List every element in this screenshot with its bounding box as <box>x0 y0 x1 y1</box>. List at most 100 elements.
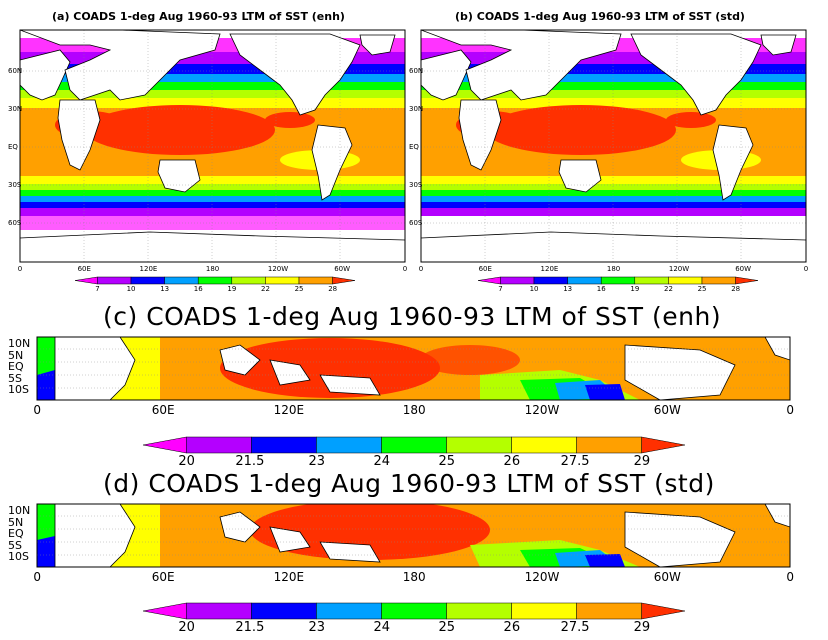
colorbar-label: 29 <box>633 454 651 469</box>
colorbar-segment <box>511 602 577 620</box>
colorbar-label: 25 <box>294 285 304 293</box>
colorbar-segment <box>634 276 669 285</box>
x-tick-label: 0 <box>17 265 23 273</box>
x-tick-label: 120E <box>273 570 305 584</box>
colorbar-segment <box>186 436 252 454</box>
x-tick-label: 120E <box>540 265 559 273</box>
x-tick-label: 60E <box>151 403 175 417</box>
y-tick-label: EQ <box>8 360 24 373</box>
colorbar-segment <box>332 276 356 285</box>
colorbar-segment <box>186 602 252 620</box>
colorbar-label: 25 <box>438 454 456 469</box>
colorbar-label: 7 <box>95 285 100 293</box>
panel-d-title: (d) COADS 1-deg Aug 1960-93 LTM of SST (… <box>103 469 715 498</box>
colorbar-label: 24 <box>373 620 391 635</box>
colorbar-segment <box>641 602 686 620</box>
x-tick-label: 0 <box>786 403 795 417</box>
colorbar-label: 22 <box>664 285 673 293</box>
colorbar-a <box>74 276 356 285</box>
x-tick-label: 180 <box>606 265 621 273</box>
colorbar-segment <box>446 436 512 454</box>
x-tick-label: 0 <box>33 403 42 417</box>
x-tick-label: 60E <box>151 570 175 584</box>
y-tick-label: EQ <box>8 527 24 540</box>
colorbar-segment <box>735 276 759 285</box>
colorbar-segment <box>511 436 577 454</box>
colorbar-label: 13 <box>563 285 573 293</box>
colorbar-label: 26 <box>503 454 521 469</box>
colorbar-label: 16 <box>596 285 606 293</box>
colorbar-segment <box>600 276 636 285</box>
colorbar-label: 21.5 <box>235 620 265 635</box>
x-tick-label: 0 <box>402 265 408 273</box>
y-tick-label: 10S <box>8 550 29 563</box>
x-tick-label: 0 <box>786 570 795 584</box>
colorbar-label: 10 <box>126 285 136 293</box>
colorbar-segment <box>381 602 447 620</box>
y-tick-label: 60N <box>8 67 23 75</box>
colorbar-label: 24 <box>373 454 391 469</box>
colorbar-segment <box>197 276 233 285</box>
colorbar-label: 20 <box>178 620 195 635</box>
x-tick-label: 60W <box>735 265 752 273</box>
colorbar-segment <box>446 602 512 620</box>
colorbar-label: 16 <box>193 285 203 293</box>
colorbar-segment <box>265 276 300 285</box>
x-tick-label: 120E <box>273 403 305 417</box>
x-tick-label: 0 <box>418 265 424 273</box>
panel-c-title: (c) COADS 1-deg Aug 1960-93 LTM of SST (… <box>103 302 722 331</box>
x-tick-label: 0 <box>803 265 809 273</box>
colorbar-segment <box>316 436 382 454</box>
x-tick-label: 120W <box>524 570 560 584</box>
y-tick-label: 60S <box>8 219 22 227</box>
colorbar-label: 7 <box>498 285 503 293</box>
x-tick-label: 60W <box>653 570 681 584</box>
x-tick-label: 180 <box>402 403 426 417</box>
colorbar-label: 19 <box>630 285 640 293</box>
colorbar-b <box>477 276 759 285</box>
colorbar-segment <box>381 436 447 454</box>
colorbar-label: 20 <box>178 454 195 469</box>
panel-a-title: (a) COADS 1-deg Aug 1960-93 LTM of SST (… <box>52 10 345 23</box>
colorbar-label: 28 <box>328 285 338 293</box>
colorbar-segment <box>701 276 736 285</box>
colorbar-segment <box>142 436 187 454</box>
colorbar-segment <box>142 602 187 620</box>
colorbar-segment <box>533 276 568 285</box>
colorbar-label: 23 <box>308 620 325 635</box>
colorbar-label: 10 <box>529 285 539 293</box>
colorbar-segment <box>74 276 98 285</box>
y-tick-label: 10N <box>8 504 31 517</box>
x-tick-label: 120W <box>668 265 690 273</box>
colorbar-label: 27.5 <box>560 620 590 635</box>
y-tick-label: EQ <box>8 143 18 151</box>
y-tick-label: 60S <box>409 219 423 227</box>
y-tick-label: 30S <box>8 181 22 189</box>
y-tick-label: 30N <box>409 105 424 113</box>
colorbar-label: 26 <box>503 620 521 635</box>
y-tick-label: 10S <box>8 383 29 396</box>
x-tick-label: 60E <box>478 265 492 273</box>
x-tick-label: 60W <box>653 403 681 417</box>
y-tick-label: 10N <box>8 337 31 350</box>
panel-a-map <box>20 30 405 262</box>
colorbar-label: 27.5 <box>560 454 590 469</box>
colorbar-label: 25 <box>697 285 707 293</box>
x-tick-label: 180 <box>205 265 220 273</box>
colorbar-segment <box>576 602 642 620</box>
x-tick-label: 120E <box>139 265 158 273</box>
x-tick-label: 60W <box>334 265 351 273</box>
y-tick-label: 5N <box>8 348 24 362</box>
colorbar-segment <box>316 602 382 620</box>
colorbar-label: 23 <box>308 454 325 469</box>
x-tick-label: 0 <box>33 570 42 584</box>
colorbar-segment <box>500 276 535 285</box>
colorbar-segment <box>130 276 165 285</box>
x-tick-label: 180 <box>402 570 426 584</box>
x-tick-label: 120W <box>267 265 289 273</box>
colorbar-segment <box>97 276 132 285</box>
panel-d-map <box>37 504 790 567</box>
x-tick-label: 60E <box>77 265 91 273</box>
colorbar-segment <box>231 276 266 285</box>
